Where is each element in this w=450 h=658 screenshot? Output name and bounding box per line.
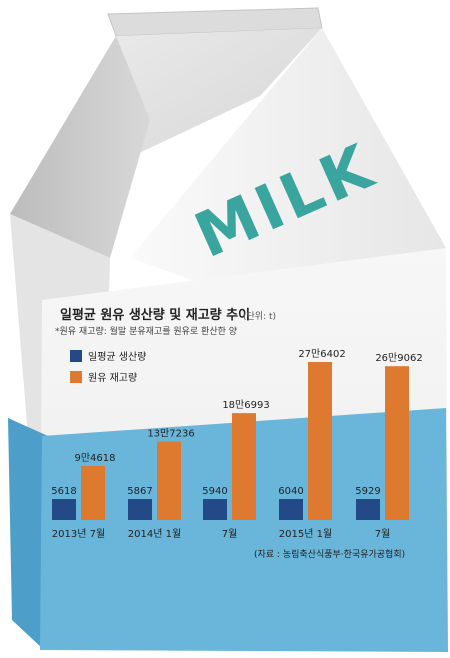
legend-label-inventory: 원유 재고량 bbox=[88, 372, 137, 384]
bar-production bbox=[356, 499, 380, 520]
carton-side-water bbox=[8, 418, 48, 648]
legend-swatch-inventory bbox=[70, 371, 82, 383]
bar-production bbox=[52, 499, 76, 520]
data-label-inventory: 13만7236 bbox=[147, 428, 194, 440]
source-text: (자료 : 농림축산식품부·한국유가공협회) bbox=[254, 548, 405, 560]
data-label-production: 5940 bbox=[202, 486, 227, 497]
carton-gable-left bbox=[10, 36, 150, 258]
footnote: *원유 재고량: 월말 분유재고를 원유로 환산한 양 bbox=[55, 325, 237, 337]
category-label: 7월 bbox=[375, 528, 391, 540]
bar-inventory bbox=[308, 362, 332, 520]
category-label: 7월 bbox=[222, 528, 238, 540]
carton-front-water bbox=[40, 408, 448, 652]
unit-label: (단위: t) bbox=[243, 311, 276, 322]
bar-production bbox=[279, 499, 303, 520]
bar-inventory bbox=[385, 366, 409, 520]
data-label-production: 6040 bbox=[278, 486, 303, 497]
carton bbox=[8, 7, 448, 652]
legend-label-production: 일평균 생산량 bbox=[88, 351, 146, 363]
data-label-production: 5929 bbox=[355, 486, 380, 497]
category-label: 2014년 1월 bbox=[128, 528, 181, 540]
chart-title: 일평균 원유 생산량 및 재고량 추이 bbox=[60, 307, 250, 323]
category-label: 2013년 7월 bbox=[52, 528, 105, 540]
carton-roof-right bbox=[130, 28, 446, 318]
category-label: 2015년 1월 bbox=[279, 528, 332, 540]
data-label-inventory: 27만6402 bbox=[298, 348, 345, 360]
data-label-inventory: 18만6993 bbox=[222, 399, 269, 411]
data-label-production: 5867 bbox=[127, 486, 152, 497]
bar-production bbox=[203, 499, 227, 520]
bar-inventory bbox=[232, 413, 256, 520]
bar-production bbox=[128, 499, 152, 520]
data-label-inventory: 9만4618 bbox=[74, 452, 115, 464]
bar-inventory bbox=[157, 441, 181, 520]
legend: 일평균 생산량 원유 재고량 bbox=[70, 350, 146, 384]
bar-inventory bbox=[81, 465, 105, 520]
chart-plot: 5618 9만4618 2013년 7월 5867 13만7236 2014년 1월 594… bbox=[51, 348, 422, 540]
data-label-production: 5618 bbox=[51, 486, 76, 497]
data-label-inventory: 26만9062 bbox=[375, 352, 422, 364]
legend-swatch-production bbox=[70, 350, 82, 362]
